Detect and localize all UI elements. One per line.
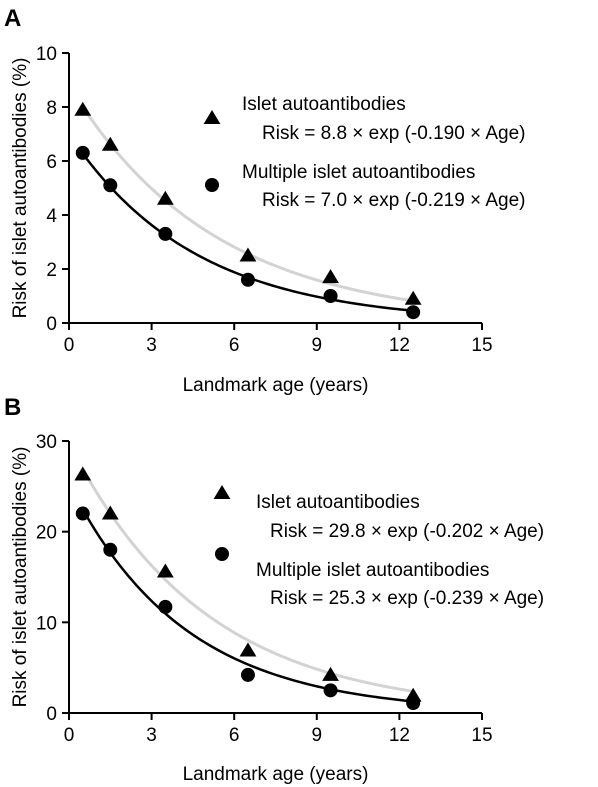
- data-point-circle: [240, 667, 255, 682]
- data-point-circle: [103, 178, 118, 193]
- y-axis-label: Risk of islet autoantibodies (%): [10, 447, 31, 708]
- data-point-circle: [75, 145, 90, 160]
- fit-curve-islet: [81, 468, 414, 693]
- x-tick-label: 9: [312, 335, 323, 356]
- data-point-triangle: [404, 290, 422, 305]
- data-point-triangle: [239, 642, 257, 657]
- data-point-circle: [158, 226, 173, 241]
- y-tick-label: 2: [46, 260, 57, 281]
- chart-panel-a: A 0 3 6 9 12 15 0 2 4 6 8 10 Landmark age (years) Risk…: [4, 5, 526, 396]
- legend-marker-triangle: [203, 110, 221, 124]
- legend-formula: Risk = 8.8 × exp (-0.190 × Age): [262, 123, 526, 144]
- data-point-circle: [323, 683, 338, 698]
- x-tick-label: 6: [229, 335, 240, 356]
- x-tick-label: 0: [64, 725, 75, 746]
- data-point-circle: [406, 696, 421, 711]
- chart-panel-b: B 0 3 6 9 12 15 0 10 20 30 Landmark age (years) Risk…: [4, 394, 544, 785]
- y-tick-label: 0: [46, 704, 57, 725]
- legend-series-name: Islet autoantibodies: [256, 492, 420, 513]
- y-tick-label: 10: [36, 613, 57, 634]
- data-point-triangle: [156, 563, 174, 578]
- data-point-circle: [103, 542, 118, 557]
- y-tick-label: 10: [36, 44, 57, 65]
- x-tick-label: 0: [64, 335, 75, 356]
- x-tick-label: 15: [471, 725, 492, 746]
- data-point-triangle: [101, 505, 119, 520]
- x-tick-label: 12: [389, 725, 410, 746]
- legend-formula: Risk = 7.0 × exp (-0.219 × Age): [262, 190, 526, 211]
- x-tick-label: 3: [146, 335, 157, 356]
- legend-series-name: Islet autoantibodies: [242, 94, 406, 115]
- data-point-triangle: [322, 269, 339, 284]
- data-point-triangle: [156, 190, 174, 205]
- x-tick-label: 3: [146, 725, 157, 746]
- data-point-circle: [406, 305, 421, 320]
- legend-formula: Risk = 29.8 × exp (-0.202 × Age): [270, 521, 544, 542]
- y-tick-label: 6: [46, 152, 57, 173]
- data-point-triangle: [322, 666, 339, 681]
- legend-series-name: Multiple islet autoantibodies: [242, 162, 475, 183]
- data-point-circle: [240, 272, 255, 287]
- x-tick-label: 9: [312, 725, 323, 746]
- x-axis-label: Landmark age (years): [183, 375, 369, 396]
- legend-marker-circle: [205, 178, 219, 192]
- x-tick-label: 12: [389, 335, 410, 356]
- fit-curve-multiple: [81, 508, 414, 703]
- data-point-triangle: [74, 101, 92, 116]
- legend-formula: Risk = 25.3 × exp (-0.239 × Age): [270, 588, 544, 609]
- y-tick-label: 20: [36, 523, 57, 544]
- legend-marker-triangle: [213, 485, 231, 499]
- x-tick-label: 6: [229, 725, 240, 746]
- legend-series-name: Multiple islet autoantibodies: [256, 560, 489, 581]
- panel-label: A: [4, 5, 21, 32]
- y-tick-label: 8: [46, 98, 57, 119]
- data-point-circle: [75, 506, 90, 521]
- x-axis-label: Landmark age (years): [183, 764, 369, 785]
- data-point-circle: [158, 599, 173, 614]
- data-point-triangle: [101, 136, 119, 151]
- data-point-triangle: [239, 247, 257, 262]
- panel-label: B: [4, 394, 21, 421]
- y-axis-label: Risk of islet autoantibodies (%): [10, 58, 31, 319]
- data-point-triangle: [74, 466, 92, 481]
- y-tick-label: 0: [46, 314, 57, 335]
- data-point-circle: [323, 289, 338, 303]
- y-tick-label: 30: [36, 432, 57, 453]
- x-tick-label: 15: [471, 335, 492, 356]
- legend-marker-circle: [215, 547, 229, 561]
- y-tick-label: 4: [46, 206, 57, 227]
